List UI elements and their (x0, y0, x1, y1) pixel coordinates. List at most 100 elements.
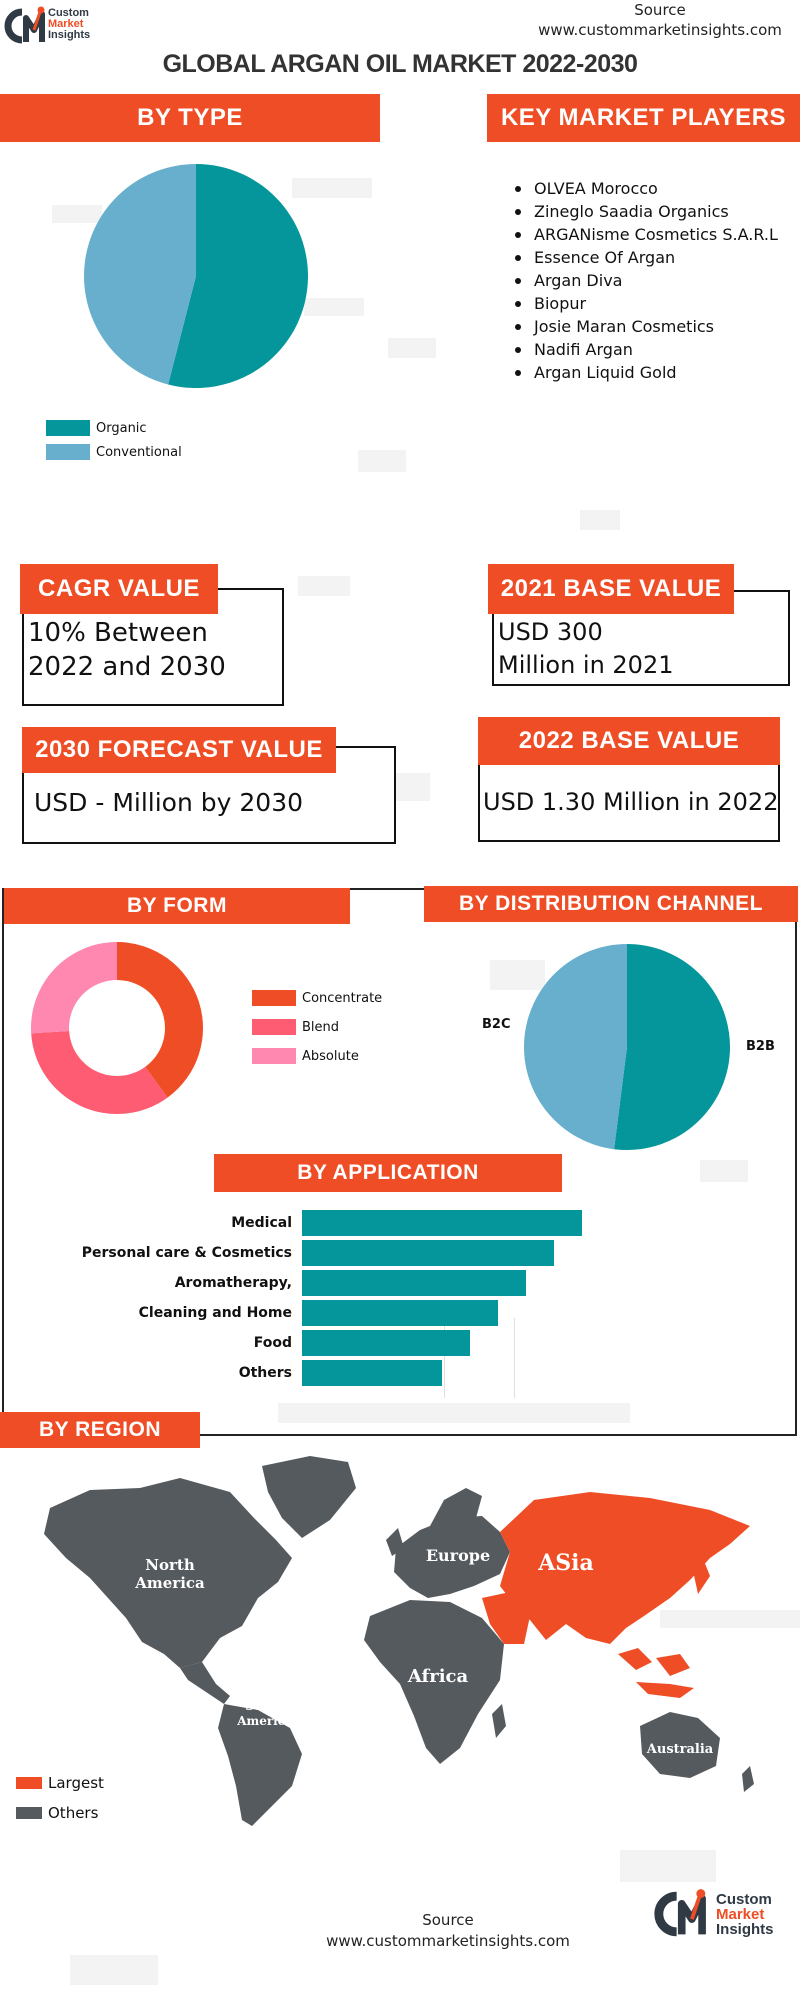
bar-category-label: Aromatherapy, (174, 1275, 292, 1291)
legend-label: Conventional (96, 444, 182, 460)
logo-text-line: Custom (716, 1891, 772, 1908)
bar (302, 1240, 554, 1266)
by-application-heading: BY APPLICATION (214, 1154, 562, 1192)
legend-label: Concentrate (302, 990, 383, 1006)
by-form-heading: BY FORM (4, 888, 350, 924)
key-player-item: ARGANisme Cosmetics S.A.R.L (515, 223, 778, 246)
by-type-heading: BY TYPE (0, 94, 380, 142)
b2c-label: B2C (482, 1017, 511, 1032)
key-player-item: Argan Liquid Gold (515, 361, 778, 384)
footer-logo: Custom Market Insights (652, 1886, 792, 1942)
legend-label: Absolute (302, 1048, 359, 1064)
legend-item: Concentrate (252, 990, 382, 1006)
base-2021-value: USD 300 Million in 2021 (498, 618, 674, 679)
region-label-europe: Europe (426, 1546, 490, 1565)
world-map: North America South America Europe Africa … (44, 1456, 754, 1826)
bar (302, 1360, 442, 1386)
source-label: Source (634, 1, 686, 19)
page-title: GLOBAL ARGAN OIL MARKET 2022-2030 (162, 50, 638, 78)
source-link[interactable]: www.custommarketinsights.com (326, 1932, 570, 1950)
legend-label: Blend (302, 1019, 340, 1035)
gridline (444, 1318, 445, 1398)
donut-slice-absolute (31, 942, 117, 1034)
region-legend: Largest Others (16, 1774, 104, 1822)
by-form-donut-chart (31, 942, 203, 1114)
donut-slice-blend (31, 1031, 168, 1114)
legend-label: Others (48, 1804, 99, 1822)
key-players-heading: KEY MARKET PLAYERS (487, 94, 800, 142)
logo-text-line: Market (716, 1906, 765, 1923)
by-type-pie-chart (83, 164, 308, 388)
logo-text-line: Insights (716, 1921, 774, 1938)
legend-label: Organic (96, 420, 147, 436)
bar-category-label: Others (238, 1365, 292, 1381)
legend-swatch (46, 420, 90, 436)
logo-text-line: Insights (48, 29, 91, 41)
region-label-africa: Africa (407, 1666, 469, 1687)
cagr-heading: CAGR VALUE (20, 564, 218, 614)
logo-mark-icon (654, 1889, 706, 1937)
bar-category-label: Cleaning and Home (138, 1305, 292, 1321)
map-scandinavia (430, 1488, 482, 1528)
bg-shape (278, 1403, 630, 1423)
bg-shape (52, 205, 102, 223)
key-player-item: Zineglo Saadia Organics (515, 200, 778, 223)
legend-swatch (252, 1019, 296, 1035)
map-australia (640, 1712, 720, 1778)
by-distribution-pie-chart (523, 944, 730, 1150)
map-europe (394, 1516, 510, 1598)
forecast-heading: 2030 FORECAST VALUE (22, 727, 336, 773)
legend-item: Largest (16, 1774, 104, 1792)
bg-shape (292, 178, 372, 198)
region-label-north-america: North America (134, 1556, 205, 1592)
source-link[interactable]: www.custommarketinsights.com (538, 21, 782, 39)
key-players-list: OLVEA Morocco Zineglo Saadia Organics ARGA… (515, 177, 778, 384)
region-label-south-america: South America (236, 1699, 293, 1728)
footer-source: Source www.custommarketinsights.com (300, 1910, 596, 1952)
key-player-item: Josie Maran Cosmetics (515, 315, 778, 338)
map-north-america (44, 1478, 292, 1668)
logo-text-line: Custom (48, 7, 89, 19)
map-uk (386, 1528, 404, 1556)
base-2022-value: USD 1.30 Million in 2022 (483, 788, 779, 816)
by-form-legend: Concentrate Blend Absolute (252, 990, 382, 1064)
bar (302, 1210, 582, 1236)
bar (302, 1330, 470, 1356)
map-japan (692, 1556, 710, 1594)
header-source: Source www.custommarketinsights.com (520, 0, 800, 40)
bar (302, 1300, 498, 1326)
logo-text-line: Market (48, 18, 84, 30)
base-2021-heading: 2021 BASE VALUE (488, 564, 734, 614)
map-greenland (262, 1456, 356, 1538)
b2b-label: B2B (746, 1039, 775, 1054)
source-label: Source (422, 1911, 474, 1929)
bg-shape (70, 1955, 158, 1985)
logo-mark-icon (4, 6, 45, 44)
map-africa (364, 1600, 504, 1764)
bg-shape (620, 1850, 716, 1882)
by-distribution-heading: BY DISTRIBUTION CHANNEL (424, 886, 798, 922)
map-central-america (180, 1662, 230, 1704)
bar (302, 1270, 526, 1296)
key-player-item: Essence Of Argan (515, 246, 778, 269)
legend-item: Blend (252, 1019, 382, 1035)
legend-label: Largest (48, 1774, 104, 1792)
cagr-value: 10% Between 2022 and 2030 (28, 618, 226, 682)
bg-shape (490, 960, 545, 990)
key-player-item: OLVEA Morocco (515, 177, 778, 200)
legend-item: Organic (46, 420, 182, 436)
bg-shape (388, 338, 436, 358)
legend-swatch (252, 1048, 296, 1064)
legend-item: Absolute (252, 1048, 382, 1064)
map-south-america (218, 1704, 302, 1826)
legend-swatch (16, 1807, 42, 1819)
legend-item: Others (16, 1804, 104, 1822)
charts-frame (2, 888, 797, 1436)
logo: Custom Market Insights (4, 4, 104, 48)
gridline (514, 1318, 515, 1398)
region-label-australia: Australia (646, 1742, 714, 1757)
forecast-value: USD - Million by 2030 (34, 788, 304, 817)
map-se-asia (618, 1648, 694, 1698)
bg-shape (580, 510, 620, 530)
base-2022-heading: 2022 BASE VALUE (478, 717, 780, 765)
